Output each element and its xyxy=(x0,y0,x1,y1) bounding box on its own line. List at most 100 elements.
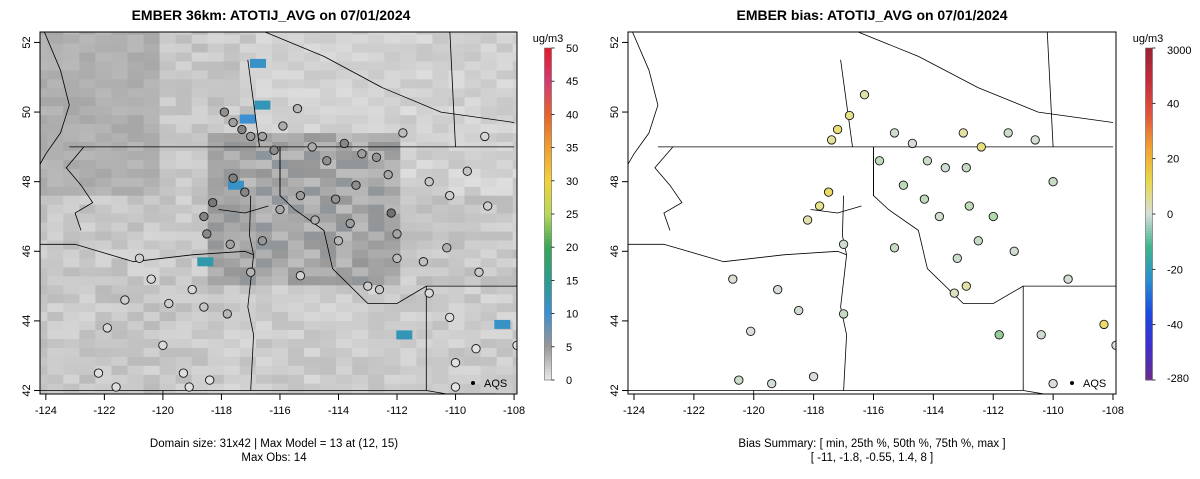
station-point xyxy=(838,239,849,249)
model-cell xyxy=(336,338,353,348)
model-cell xyxy=(79,392,96,394)
model-cell xyxy=(400,168,417,178)
model-cell xyxy=(127,222,145,232)
model-cell xyxy=(63,374,80,384)
colorbar-segment xyxy=(544,172,552,176)
colorbar-segment xyxy=(544,319,552,323)
colorbar-segment xyxy=(544,100,552,104)
model-cell xyxy=(416,60,433,71)
model-cell xyxy=(464,114,482,125)
left-legend-label: AQS xyxy=(484,378,507,390)
model-cell xyxy=(416,213,433,223)
model-cell xyxy=(47,123,64,134)
model-cell xyxy=(288,32,305,35)
model-cell xyxy=(448,320,466,330)
model-cell xyxy=(496,114,514,125)
model-cell xyxy=(40,32,48,35)
model-cell xyxy=(448,266,466,277)
colorbar-segment xyxy=(544,86,552,90)
model-cell xyxy=(271,257,289,268)
model-cell xyxy=(480,392,498,394)
station-point xyxy=(823,187,834,197)
model-cell xyxy=(175,177,193,187)
colorbar-segment xyxy=(1145,219,1153,223)
model-cell xyxy=(63,51,80,62)
model-cell xyxy=(191,248,209,259)
station-point xyxy=(728,274,738,284)
station-point xyxy=(889,128,900,138)
colorbar-segment xyxy=(1145,211,1153,215)
model-cell xyxy=(239,213,257,223)
colorbar-segment xyxy=(544,288,552,292)
colorbar-segment xyxy=(1145,225,1153,229)
model-cell xyxy=(400,392,417,394)
model-cell xyxy=(432,311,449,322)
model-cell xyxy=(127,105,145,116)
colorbar-segment xyxy=(1145,230,1153,234)
model-cell xyxy=(448,392,466,394)
colorbar-segment xyxy=(1145,238,1153,243)
model-cell xyxy=(175,204,193,214)
model-cell xyxy=(464,266,482,277)
model-cell xyxy=(63,284,80,295)
colorbar-segment xyxy=(1145,266,1153,270)
colorbar-segment xyxy=(1145,272,1153,276)
model-cell xyxy=(480,78,498,89)
model-cell xyxy=(512,150,517,160)
model-cell xyxy=(223,248,241,259)
x-tick-label: -110 xyxy=(1043,405,1064,417)
model-cell xyxy=(191,239,209,250)
model-cell xyxy=(191,329,209,339)
model-cell xyxy=(384,186,401,196)
model-cell xyxy=(512,365,517,375)
model-cell xyxy=(288,392,305,394)
border-line xyxy=(840,59,853,147)
colorbar-segment xyxy=(544,56,552,60)
model-cell xyxy=(320,302,337,313)
model-cell xyxy=(384,32,401,35)
model-cell xyxy=(191,365,209,375)
model-cell xyxy=(47,257,64,268)
model-cell xyxy=(239,96,257,107)
colorbar-segment xyxy=(544,208,552,212)
model-cell xyxy=(111,257,129,268)
model-cell xyxy=(127,96,145,107)
y-tick-label: 52 xyxy=(21,36,33,48)
model-cell xyxy=(111,239,129,250)
model-cell xyxy=(288,141,305,151)
model-cell xyxy=(400,293,417,304)
model-cell xyxy=(416,329,433,339)
model-cell xyxy=(191,141,209,151)
model-cell xyxy=(47,338,64,348)
border-line xyxy=(449,32,456,147)
model-cell xyxy=(207,392,225,394)
model-cell xyxy=(159,78,177,89)
model-cell xyxy=(159,311,177,322)
station-point xyxy=(424,288,434,298)
x-tick-label: -122 xyxy=(93,405,115,417)
model-cell xyxy=(79,60,96,71)
model-cell xyxy=(352,374,369,384)
model-cell xyxy=(448,338,466,348)
model-cell xyxy=(384,347,401,357)
station-point xyxy=(269,145,279,155)
model-cell xyxy=(416,32,433,35)
model-cell xyxy=(223,34,241,44)
model-cell xyxy=(79,51,96,62)
model-cell xyxy=(47,204,64,214)
model-cell xyxy=(127,168,145,178)
model-cell xyxy=(464,329,482,339)
model-cell xyxy=(384,213,401,223)
model-cell xyxy=(288,87,305,98)
model-cell xyxy=(255,204,273,214)
model-cell xyxy=(127,320,145,330)
model-cell xyxy=(320,204,337,214)
right-caption-line-2: [ -11, -1.8, -0.55, 1.4, 8 ] xyxy=(811,452,934,464)
model-cell xyxy=(288,374,305,384)
model-cell xyxy=(352,356,369,366)
model-cell xyxy=(352,266,369,277)
colorbar-segment xyxy=(544,153,552,157)
model-cell xyxy=(239,293,257,304)
colorbar-segment xyxy=(544,61,552,65)
model-cell xyxy=(79,222,96,232)
